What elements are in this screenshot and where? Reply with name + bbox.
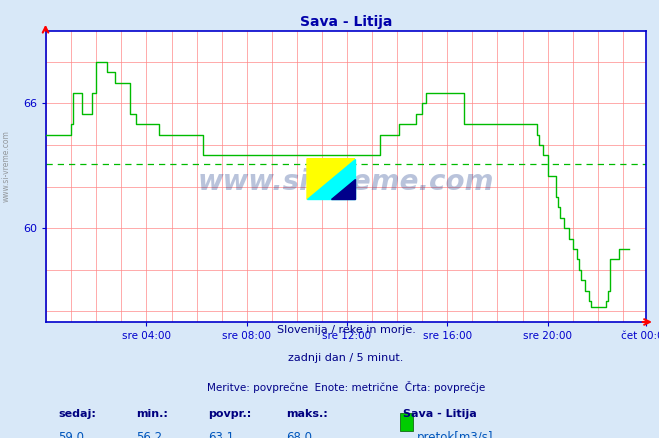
Text: sedaj:: sedaj: (58, 409, 96, 419)
Text: www.si-vreme.com: www.si-vreme.com (198, 168, 494, 196)
Text: 59,0: 59,0 (58, 431, 84, 438)
Polygon shape (307, 159, 355, 199)
Text: 56,2: 56,2 (136, 431, 162, 438)
Polygon shape (331, 179, 355, 199)
Text: zadnji dan / 5 minut.: zadnji dan / 5 minut. (288, 353, 404, 363)
Polygon shape (307, 159, 355, 199)
Title: Sava - Litija: Sava - Litija (300, 15, 392, 29)
Text: 63,1: 63,1 (208, 431, 234, 438)
Text: povpr.:: povpr.: (208, 409, 251, 419)
Text: min.:: min.: (136, 409, 168, 419)
Text: 68,0: 68,0 (286, 431, 312, 438)
Bar (400, 413, 413, 431)
Text: Slovenija / reke in morje.: Slovenija / reke in morje. (277, 325, 415, 335)
Text: Sava - Litija: Sava - Litija (403, 409, 476, 419)
Text: Meritve: povprečne  Enote: metrične  Črta: povprečje: Meritve: povprečne Enote: metrične Črta:… (207, 381, 485, 393)
Text: maks.:: maks.: (286, 409, 328, 419)
Text: www.si-vreme.com: www.si-vreme.com (2, 131, 11, 202)
Text: pretok[m3/s]: pretok[m3/s] (416, 431, 493, 438)
